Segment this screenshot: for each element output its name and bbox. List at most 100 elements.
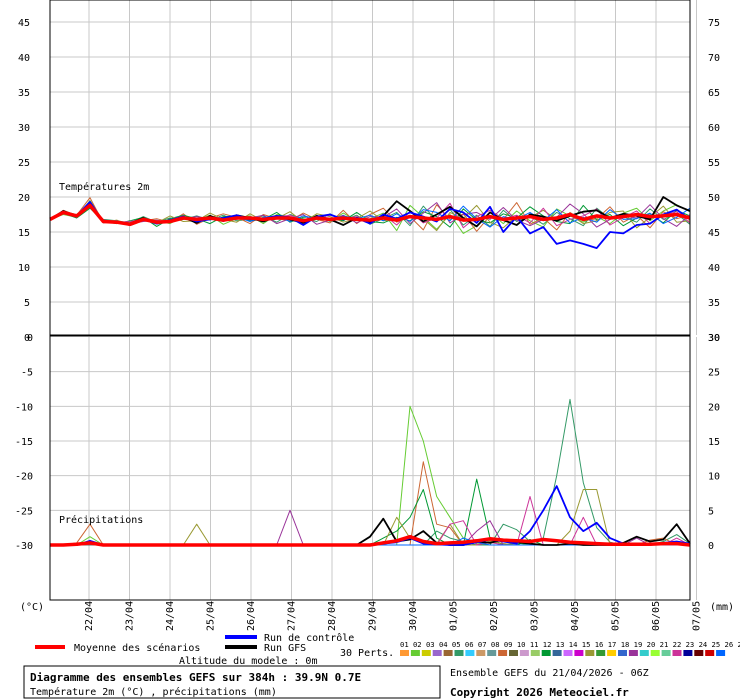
chart-frame [49,0,691,601]
temp-perturbation-line [49,202,691,228]
temp-left-tick: 15 [18,228,30,239]
precip-right-tick: 15 [708,437,720,448]
pert-swatch-19 [596,650,606,656]
perts-label: 30 Perts. [340,648,394,659]
pert-swatch-8 [476,650,486,656]
x-tick-label: 06/05 [651,601,662,631]
pert-numbers: 01 02 03 04 05 06 07 08 09 10 11 12 13 1… [400,640,740,649]
temp-left-tick: 35 [18,88,30,99]
pert-swatch-9 [487,650,497,656]
x-tick-label: 05/05 [611,601,622,631]
pert-swatch-20 [607,650,617,656]
pert-swatch-29 [705,650,715,656]
precip-right-tick: 5 [708,506,714,517]
pert-swatch-22 [628,650,638,656]
precip-gfs-line [50,517,691,546]
copyright: Copyright 2026 Meteociel.fr [450,686,629,699]
temp-right-tick: 65 [708,88,720,99]
info-box-subtitle: Température 2m (°C) , précipitations (mm… [30,686,277,698]
x-tick-label: 26/04 [246,601,257,631]
precip-left-tick: 0 [27,333,33,344]
precip-right-tick: 10 [708,472,720,483]
precip-mean-line [50,534,691,547]
temp-right-tick: 60 [708,123,720,134]
legend-mean-label: Moyenne des scénarios [74,642,200,654]
temp-left-tick: 10 [18,263,30,274]
pert-swatch-12 [519,650,529,656]
precip-perturbation-line [50,478,690,546]
pert-swatch-25 [661,650,671,656]
precip-left-tick: -15 [15,437,33,448]
temp-left-tick: 30 [18,123,30,134]
pert-swatch-27 [683,650,693,656]
x-tick-label: 28/04 [327,601,338,631]
x-tick-label: 25/04 [206,601,217,631]
temp-left-tick: 5 [24,298,30,309]
temp-right-tick: 45 [708,228,720,239]
x-tick-label: 29/04 [368,601,379,631]
temp-left-tick: 40 [18,53,30,64]
pert-swatch-15 [552,650,562,656]
altitude-label: Altitude du modele : 0m [179,656,317,667]
legend-control-label: Run de contrôle [264,632,354,644]
unit-left: (°C) [20,602,44,613]
info-box [23,665,441,699]
pert-swatch-18 [585,650,595,656]
temp-mean-line [49,203,691,227]
temperature-label: Températures 2m [59,181,149,193]
temp-right-tick: 35 [708,298,720,309]
precip-left-tick: -10 [15,402,33,413]
x-tick-label: 27/04 [287,601,298,631]
x-tick-label: 01/05 [449,601,460,631]
pert-swatch-5 [443,650,453,656]
pert-swatch-13 [530,650,540,656]
info-box-title: Diagramme des ensembles GEFS sur 384h : … [30,671,361,684]
pert-swatch-17 [574,650,584,656]
temp-right-tick: 55 [708,158,720,169]
chart-series [49,196,691,547]
x-tick-label: 07/05 [692,601,703,631]
temp-perturbation-line [49,197,691,232]
pert-swatch-14 [541,650,551,656]
x-tick-label: 23/04 [125,601,136,631]
pert-swatch-4 [432,650,442,656]
pert-swatch-24 [650,650,660,656]
precip-left-tick: -30 [15,541,33,552]
x-tick-label: 22/04 [84,601,95,631]
pert-swatch-6 [454,650,464,656]
pert-swatch-1 [400,650,409,656]
precip-left-tick: -5 [21,368,33,379]
temp-right-tick: 70 [708,53,720,64]
unit-right: (mm) [710,602,734,613]
pert-swatch-28 [694,650,704,656]
temp-right-tick: 40 [708,263,720,274]
ensemble-info: Ensemble GEFS du 21/04/2026 - 06Z [450,668,649,679]
precipitation-label: Précipitations [59,514,143,526]
precip-right-tick: 0 [708,541,714,552]
temp-left-tick: 20 [18,193,30,204]
pert-swatch-23 [639,650,649,656]
pert-swatch-2 [410,650,420,656]
pert-swatch-3 [421,650,431,656]
temp-right-tick: 30 [708,333,720,344]
legend: Moyenne des scénarios Run de contrôle Ru… [35,632,740,667]
precip-perturbation-line [50,398,691,546]
precip-right-tick: 25 [708,368,720,379]
pert-swatch-16 [563,650,573,656]
temp-left-tick: 0 [24,333,30,344]
legend-gfs-label: Run GFS [264,643,306,654]
x-tick-label: 04/05 [570,601,581,631]
pert-swatch-11 [509,650,518,656]
x-tick-label: 24/04 [165,601,176,631]
pert-color-swatches [400,650,726,656]
x-tick-label: 03/05 [530,601,541,631]
precip-right-tick: 30 [708,333,720,344]
temp-left-tick: 45 [18,18,30,29]
precip-right-tick: 20 [708,402,720,413]
chart-grid [50,0,697,600]
precip-perturbation-line [50,461,690,546]
pert-swatch-21 [618,650,627,656]
temp-right-tick: 75 [708,18,720,29]
axis-ticks: 22/04 23/04 24/04 25/04 26/04 27/04 28/04 29/04… [15,18,720,631]
